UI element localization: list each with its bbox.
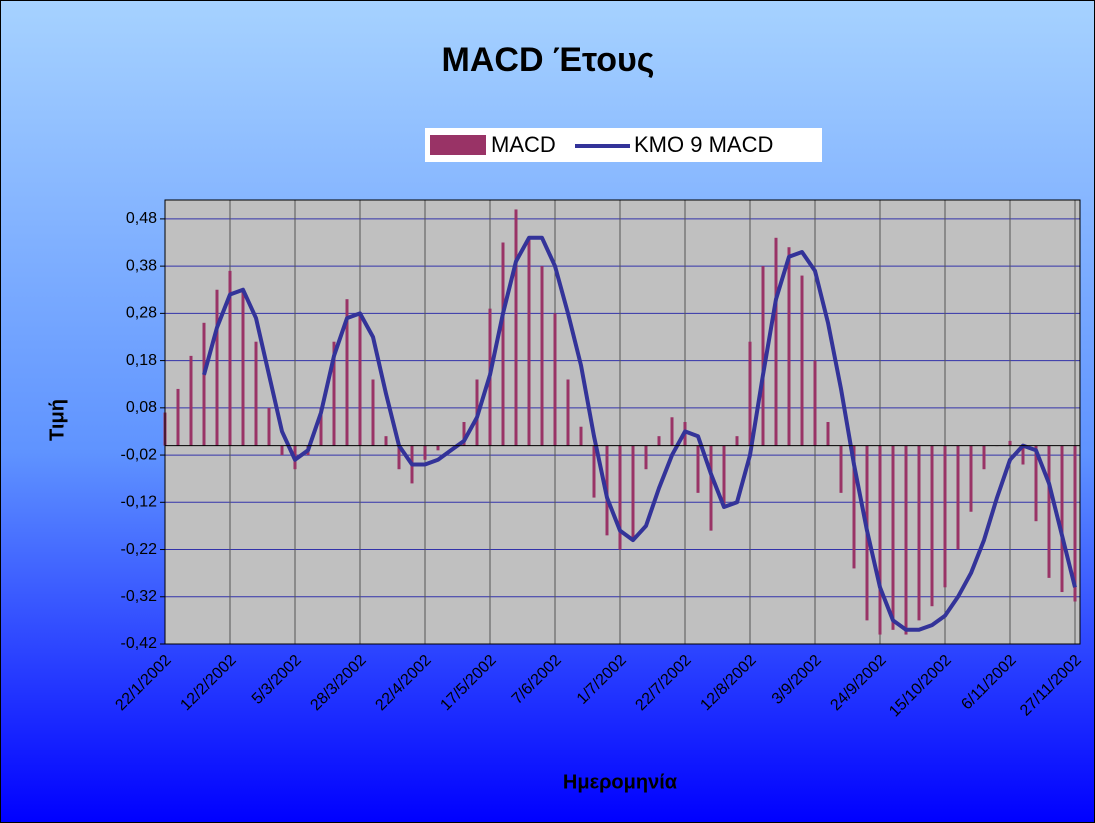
bar — [670, 417, 674, 446]
bar — [826, 422, 830, 446]
bar — [241, 289, 245, 446]
legend-swatch — [430, 135, 486, 155]
bar — [696, 445, 700, 493]
bar — [527, 237, 531, 446]
bar — [982, 445, 986, 470]
bar — [371, 379, 375, 446]
bar — [631, 445, 635, 541]
bar — [358, 313, 362, 446]
bar — [332, 341, 336, 446]
legend-label: MACD — [491, 132, 556, 157]
y-axis-label: Τιμή — [46, 399, 68, 441]
bar — [956, 445, 960, 550]
bar — [1060, 445, 1064, 593]
bar — [254, 341, 258, 446]
y-tick-label: -0,42 — [121, 635, 158, 652]
bar — [813, 360, 817, 446]
y-tick-label: 0,48 — [126, 210, 157, 227]
bar — [553, 313, 557, 446]
bar — [1073, 445, 1077, 602]
bar — [644, 445, 648, 470]
bar — [176, 388, 180, 446]
bar — [267, 407, 271, 446]
bar — [852, 445, 856, 569]
bar — [709, 445, 713, 531]
bar — [202, 322, 206, 446]
bar — [904, 445, 908, 635]
bar — [917, 445, 921, 621]
bar — [748, 341, 752, 446]
bar — [735, 436, 739, 446]
bar — [566, 379, 570, 446]
bar — [839, 445, 843, 493]
bar — [228, 270, 232, 446]
line — [202, 235, 1077, 632]
bar — [761, 266, 765, 446]
bar — [1047, 445, 1051, 578]
bar — [969, 445, 973, 512]
bar — [943, 445, 947, 588]
bar — [319, 407, 323, 446]
y-tick-label: 0,38 — [126, 257, 157, 274]
y-tick-label: -0,02 — [121, 446, 158, 463]
bar — [657, 436, 661, 446]
bar — [878, 445, 882, 635]
bar — [1021, 445, 1025, 465]
bar — [1034, 445, 1038, 522]
bar — [800, 275, 804, 446]
bar — [787, 247, 791, 446]
bar — [930, 445, 934, 607]
bar — [501, 242, 505, 446]
bar — [436, 445, 440, 451]
bar — [345, 299, 349, 446]
bar — [514, 209, 518, 446]
y-tick-label: 0,08 — [126, 399, 157, 416]
bar — [579, 426, 583, 446]
bar — [397, 445, 401, 470]
bar — [1008, 440, 1012, 446]
y-tick-label: 0,28 — [126, 305, 157, 322]
plot-border — [164, 199, 1081, 645]
bar — [384, 436, 388, 446]
bar — [280, 445, 284, 456]
bar — [423, 445, 427, 460]
bar — [891, 445, 895, 630]
x-axis-label: Ημερομηνία — [563, 771, 678, 793]
bar — [189, 355, 193, 446]
legend-label: ΚΜΟ 9 MACD — [634, 132, 773, 157]
chart-title: MACD Έτους — [442, 41, 655, 79]
bar — [215, 289, 219, 446]
y-tick-label: -0,32 — [121, 588, 158, 605]
y-tick-label: -0,22 — [121, 541, 158, 558]
bar — [592, 445, 596, 498]
bar — [774, 237, 778, 446]
y-tick-label: 0,18 — [126, 352, 157, 369]
bar — [540, 266, 544, 446]
bar — [462, 422, 466, 446]
bar — [618, 445, 622, 550]
bar — [722, 445, 726, 508]
y-tick-label: -0,12 — [121, 494, 158, 511]
